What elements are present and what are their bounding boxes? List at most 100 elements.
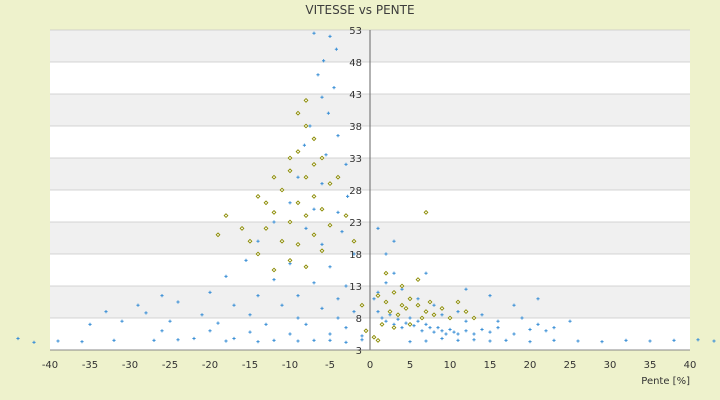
x-axis-label: Pente [%] <box>641 376 690 387</box>
x-tick-label: 30 <box>604 360 617 371</box>
data-point <box>216 321 220 325</box>
data-point <box>423 209 429 215</box>
data-point <box>387 309 393 315</box>
data-point <box>384 319 388 323</box>
data-point <box>600 340 604 344</box>
data-point <box>383 299 389 305</box>
x-tick-label: 0 <box>367 360 373 371</box>
data-point <box>247 238 253 244</box>
data-point <box>428 326 432 330</box>
data-point <box>248 313 252 317</box>
data-point <box>319 206 325 212</box>
data-point <box>232 303 236 307</box>
data-point <box>371 334 377 340</box>
data-point <box>136 303 140 307</box>
data-point <box>324 153 328 157</box>
data-point <box>536 322 540 326</box>
data-point <box>328 34 332 38</box>
data-point <box>395 312 401 318</box>
data-point <box>327 181 333 187</box>
data-point <box>256 340 260 344</box>
data-point <box>528 340 532 344</box>
data-point <box>415 277 421 283</box>
data-point <box>311 193 317 199</box>
data-point <box>624 338 628 342</box>
data-point <box>335 174 341 180</box>
data-point <box>432 330 436 334</box>
data-point <box>287 257 293 263</box>
data-point <box>296 339 300 343</box>
data-point <box>255 251 261 257</box>
data-point <box>303 213 309 219</box>
data-point <box>320 182 324 186</box>
data-point <box>256 239 260 243</box>
data-point <box>424 322 428 326</box>
data-point <box>407 321 413 327</box>
data-point <box>208 329 212 333</box>
data-point <box>152 338 156 342</box>
x-tick-label: 35 <box>644 360 657 371</box>
data-point <box>351 238 357 244</box>
data-point <box>328 332 332 336</box>
y-tick-label: 23 <box>349 218 362 229</box>
data-point <box>403 305 409 311</box>
data-point <box>176 300 180 304</box>
data-point <box>452 330 456 334</box>
data-point <box>423 309 429 315</box>
data-point <box>420 329 424 333</box>
data-point <box>407 296 413 302</box>
y-tick-label: 18 <box>349 250 362 261</box>
data-point <box>319 155 325 161</box>
data-point <box>480 327 484 332</box>
data-point <box>311 161 317 167</box>
data-point <box>648 339 652 343</box>
data-points <box>16 31 716 344</box>
data-point <box>288 332 292 336</box>
y-tick-label: 8 <box>356 314 362 325</box>
data-point <box>344 284 348 288</box>
data-point <box>271 174 277 180</box>
data-point <box>279 187 285 193</box>
data-point <box>320 306 324 310</box>
data-point <box>504 338 508 342</box>
data-point <box>303 264 309 270</box>
data-point <box>303 97 309 103</box>
data-point <box>363 328 369 334</box>
data-point <box>308 124 312 128</box>
x-tick-label: 15 <box>484 360 497 371</box>
data-point <box>447 315 453 321</box>
data-point <box>311 136 317 142</box>
data-point <box>272 338 276 342</box>
data-point <box>448 327 452 332</box>
data-point <box>320 242 324 246</box>
data-point <box>480 313 484 317</box>
data-point <box>568 319 572 323</box>
data-point <box>295 110 301 116</box>
data-point <box>408 316 412 320</box>
data-point <box>272 220 276 224</box>
data-point <box>264 322 268 326</box>
data-point <box>400 326 404 330</box>
data-point <box>392 239 396 243</box>
tick-labels: -40 -35 -30 -25 -20 -15 -10 -5 0 5 10 15 20 25 30 35 40 3… <box>42 26 697 371</box>
data-point <box>120 319 124 323</box>
data-point <box>488 339 492 343</box>
data-point <box>408 340 412 344</box>
data-point <box>672 338 676 342</box>
data-point <box>412 324 416 328</box>
data-point <box>288 201 292 205</box>
data-point <box>696 338 700 342</box>
data-point <box>104 310 108 314</box>
data-point <box>316 73 320 77</box>
y-tick-label: 48 <box>349 58 362 69</box>
data-point <box>380 316 384 320</box>
data-point <box>512 332 516 336</box>
data-point <box>328 338 332 342</box>
data-point <box>440 329 444 333</box>
x-tick-label: 10 <box>444 360 457 371</box>
data-point <box>383 270 389 276</box>
x-tick-label: -40 <box>42 360 58 371</box>
data-point <box>431 312 437 318</box>
x-tick-label: -30 <box>122 360 138 371</box>
